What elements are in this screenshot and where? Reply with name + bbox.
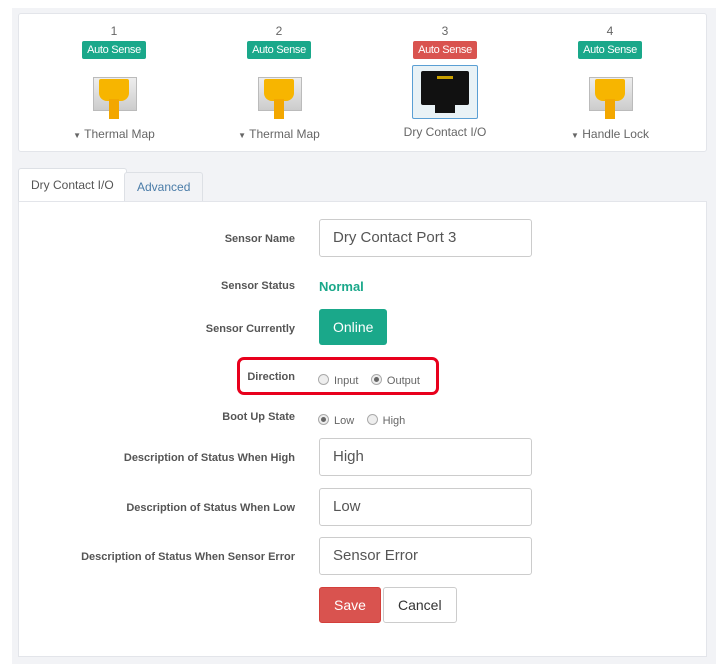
radio-icon[interactable] bbox=[366, 414, 378, 425]
port-4[interactable]: 4 Auto Sense ▼ Handle Lock bbox=[525, 14, 695, 141]
port-number: 3 bbox=[441, 24, 449, 38]
desc-high-label: Description of Status When High bbox=[123, 452, 295, 464]
port-type-label[interactable]: ▼ Thermal Map bbox=[194, 127, 364, 141]
online-status-button: Online bbox=[319, 309, 388, 345]
port-type-text: Thermal Map bbox=[84, 127, 155, 141]
auto-sense-badge[interactable]: Auto Sense bbox=[247, 41, 311, 59]
port-number: 4 bbox=[606, 24, 614, 38]
caret-down-icon: ▼ bbox=[238, 131, 247, 140]
port-type-text: Dry Contact I/O bbox=[403, 125, 487, 139]
caret-down-icon: ▼ bbox=[73, 131, 82, 140]
port-type-label[interactable]: ▼ Handle Lock bbox=[525, 127, 695, 141]
sensor-currently-label: Sensor Currently bbox=[205, 323, 295, 335]
port-type-text: Thermal Map bbox=[249, 127, 320, 141]
boot-up-radio-group: Low High bbox=[318, 411, 413, 429]
desc-low-label: Description of Status When Low bbox=[126, 502, 295, 514]
direction-highlight-box bbox=[237, 357, 439, 395]
caret-down-icon: ▼ bbox=[571, 131, 579, 140]
radio-label: High bbox=[382, 415, 406, 427]
port-1[interactable]: 1 Auto Sense ▼ Thermal Map bbox=[29, 14, 199, 141]
direction-input-radio[interactable]: Input bbox=[318, 371, 366, 388]
radio-label: Low bbox=[334, 415, 355, 427]
sensor-status-value: Normal bbox=[319, 279, 364, 294]
radio-label: Input bbox=[334, 375, 359, 387]
ethernet-plug-yellow-icon[interactable] bbox=[83, 69, 145, 121]
port-panel: 1 Auto Sense ▼ Thermal Map 2 Auto Sense ▼ The… bbox=[18, 13, 707, 152]
radio-checked-icon[interactable] bbox=[318, 414, 329, 425]
sensor-form: Sensor Name Dry Contact Port 3 Sensor Sta… bbox=[18, 201, 707, 657]
auto-sense-badge[interactable]: Auto Sense bbox=[413, 41, 477, 59]
port-number: 1 bbox=[110, 24, 118, 38]
sensor-name-input[interactable]: Dry Contact Port 3 bbox=[319, 219, 532, 257]
boot-up-state-label: Boot Up State bbox=[222, 411, 295, 423]
desc-low-input[interactable]: Low bbox=[319, 488, 532, 526]
boot-high-radio[interactable]: High bbox=[366, 411, 414, 428]
port-3[interactable]: 3 Auto Sense Dry Contact I/O bbox=[360, 14, 530, 139]
ethernet-jack-icon[interactable] bbox=[412, 65, 478, 119]
direction-label: Direction bbox=[247, 371, 295, 383]
port-type-text: Handle Lock bbox=[582, 127, 649, 141]
port-2[interactable]: 2 Auto Sense ▼ Thermal Map bbox=[194, 14, 364, 141]
sensor-name-label: Sensor Name bbox=[224, 233, 295, 245]
boot-low-radio[interactable]: Low bbox=[318, 411, 362, 428]
direction-radio-group: Input Output bbox=[318, 371, 428, 389]
tab-dry-contact-io[interactable]: Dry Contact I/O bbox=[18, 168, 127, 202]
auto-sense-badge[interactable]: Auto Sense bbox=[82, 41, 146, 59]
save-button[interactable]: Save bbox=[319, 587, 381, 623]
direction-output-radio[interactable]: Output bbox=[370, 371, 428, 388]
radio-label: Output bbox=[386, 375, 420, 387]
radio-checked-icon[interactable] bbox=[370, 374, 382, 385]
desc-high-input[interactable]: High bbox=[319, 438, 532, 476]
ethernet-plug-yellow-icon[interactable] bbox=[248, 69, 310, 121]
radio-icon[interactable] bbox=[318, 374, 329, 385]
cancel-button[interactable]: Cancel bbox=[383, 587, 457, 623]
ethernet-plug-yellow-icon[interactable] bbox=[579, 69, 641, 121]
sensor-status-label: Sensor Status bbox=[221, 280, 295, 292]
port-number: 2 bbox=[275, 24, 283, 38]
desc-error-label: Description of Status When Sensor Error bbox=[81, 551, 295, 563]
tab-advanced[interactable]: Advanced bbox=[124, 172, 204, 202]
port-type-label[interactable]: ▼ Thermal Map bbox=[29, 127, 199, 141]
desc-error-input[interactable]: Sensor Error bbox=[319, 537, 532, 575]
auto-sense-badge[interactable]: Auto Sense bbox=[578, 41, 642, 59]
port-type-label: Dry Contact I/O bbox=[360, 125, 530, 139]
